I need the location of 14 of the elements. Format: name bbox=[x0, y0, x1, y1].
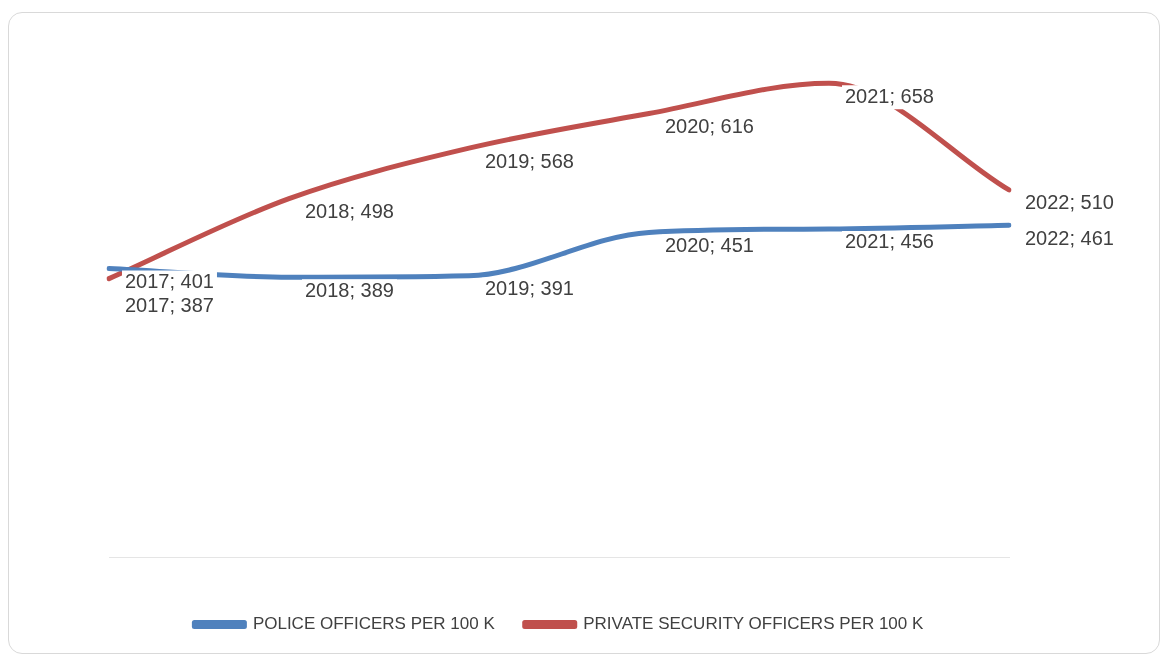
legend-label: PRIVATE SECURITY OFFICERS PER 100 K bbox=[583, 614, 924, 634]
data-label: 2017; 401 bbox=[125, 270, 214, 293]
data-label: 2019; 391 bbox=[485, 277, 574, 300]
data-label: 2021; 658 bbox=[845, 84, 934, 107]
data-label: 2017; 387 bbox=[125, 294, 214, 317]
data-label: 2022; 461 bbox=[1025, 226, 1114, 249]
data-label: 2020; 451 bbox=[665, 234, 754, 257]
data-label: 2022; 510 bbox=[1025, 191, 1114, 214]
data-label: 2018; 389 bbox=[305, 278, 394, 301]
data-label: 2020; 616 bbox=[665, 115, 754, 138]
legend-label: POLICE OFFICERS PER 100 K bbox=[252, 614, 496, 634]
data-label: 2021; 456 bbox=[845, 230, 934, 253]
data-label: 2019; 568 bbox=[485, 149, 574, 172]
data-label: 2018; 498 bbox=[305, 200, 394, 223]
